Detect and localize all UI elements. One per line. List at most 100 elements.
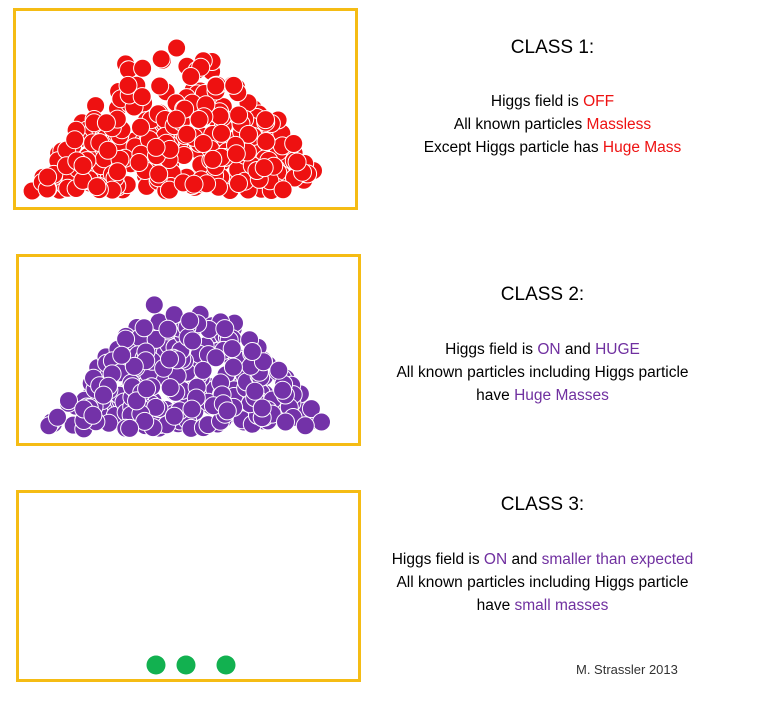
text-segment: and xyxy=(507,551,542,568)
class2-line-1: Higgs field is ON and HUGE xyxy=(370,338,715,361)
particle xyxy=(124,356,144,376)
particle xyxy=(112,345,132,365)
particle xyxy=(276,412,295,432)
class2-particle-pile xyxy=(39,295,331,439)
text-segment: Except Higgs particle has xyxy=(423,139,603,156)
particle xyxy=(129,153,149,172)
particle xyxy=(295,416,315,436)
particle xyxy=(287,152,307,172)
particle xyxy=(133,58,153,78)
particle xyxy=(120,418,140,438)
class3-particle-frame xyxy=(16,490,361,682)
class1-line-2: All known particles Massless xyxy=(380,113,725,136)
particle xyxy=(118,75,138,95)
class1-title: CLASS 1: xyxy=(510,37,595,58)
class2-title: CLASS 2: xyxy=(500,284,585,305)
author-credit: M. Strassler 2013 xyxy=(576,662,678,677)
particle xyxy=(83,405,103,425)
class1-line-1: Higgs field is OFF xyxy=(380,90,725,113)
particle xyxy=(256,132,276,151)
particle xyxy=(176,655,196,675)
particle xyxy=(38,167,58,187)
particle xyxy=(229,174,248,193)
text-segment: and xyxy=(560,341,596,358)
particle xyxy=(181,67,201,86)
particle xyxy=(193,360,213,380)
particle xyxy=(146,137,166,157)
particle xyxy=(203,149,223,169)
particle xyxy=(284,134,304,153)
particle xyxy=(149,164,169,184)
class1-particle-pile xyxy=(22,38,323,201)
particle xyxy=(312,412,331,432)
particle xyxy=(48,407,67,427)
particle xyxy=(254,158,274,178)
particle xyxy=(215,319,235,339)
particle xyxy=(167,38,187,58)
class3-description: CLASS 3: Higgs field is ON and smaller t… xyxy=(370,493,715,617)
particle xyxy=(144,295,164,315)
class3-line-2: All known particles including Higgs part… xyxy=(370,571,715,594)
particle xyxy=(98,140,118,160)
text-segment: HUGE xyxy=(595,341,640,358)
particle xyxy=(273,380,293,400)
class1-line-3: Except Higgs particle has Huge Mass xyxy=(380,136,725,159)
particle xyxy=(301,399,321,419)
particle xyxy=(151,49,171,69)
particle xyxy=(160,349,179,369)
class3-line-3: have small masses xyxy=(370,594,715,617)
particle xyxy=(183,331,203,351)
particle xyxy=(222,339,242,359)
class2-line-2: All known particles including Higgs part… xyxy=(370,361,715,384)
text-segment: All known particles xyxy=(453,116,587,133)
particle xyxy=(206,348,226,368)
particle xyxy=(146,655,166,675)
class2-description: CLASS 2: Higgs field is ON and HUGE All … xyxy=(370,283,715,407)
particle xyxy=(87,177,107,197)
particle xyxy=(252,398,272,418)
particle xyxy=(256,110,275,130)
text-segment: OFF xyxy=(583,93,615,110)
particle xyxy=(164,406,184,426)
particle xyxy=(160,378,180,398)
text-segment: Higgs field is xyxy=(391,551,484,568)
class3-particle-pile xyxy=(146,655,236,675)
text-segment: smaller than expected xyxy=(541,551,694,568)
text-segment: ON xyxy=(483,551,508,568)
particle xyxy=(224,75,244,95)
particle xyxy=(116,329,136,349)
particle xyxy=(134,318,154,338)
class3-title: CLASS 3: xyxy=(500,494,585,515)
particle xyxy=(108,162,127,182)
particle xyxy=(96,113,116,133)
particle xyxy=(226,144,246,164)
text-segment: All known particles including Higgs part… xyxy=(396,574,689,591)
particle xyxy=(131,117,150,137)
text-segment: All known particles including Higgs part… xyxy=(396,364,689,381)
text-segment: Huge Masses xyxy=(514,387,609,404)
particle xyxy=(184,174,204,194)
text-segment: Higgs field is xyxy=(490,93,584,110)
class2-particle-frame xyxy=(16,254,361,446)
text-segment: Massless xyxy=(586,116,652,133)
class3-line-1: Higgs field is ON and smaller than expec… xyxy=(370,548,715,571)
particle xyxy=(239,124,258,144)
particle xyxy=(206,76,226,96)
particle xyxy=(94,385,113,405)
text-segment: ON xyxy=(537,341,561,358)
particle xyxy=(229,105,249,125)
particle xyxy=(273,180,293,200)
particle xyxy=(216,655,236,675)
particle xyxy=(193,134,213,153)
class1-description: CLASS 1: Higgs field is OFF All known pa… xyxy=(380,36,725,159)
text-segment: small masses xyxy=(514,597,609,614)
text-segment: Huge Mass xyxy=(602,139,682,156)
text-segment: Higgs field is xyxy=(445,341,538,358)
text-segment: have xyxy=(476,597,515,614)
particle xyxy=(223,357,243,377)
particle xyxy=(132,87,152,107)
particle xyxy=(182,399,202,419)
text-segment: have xyxy=(476,387,515,404)
particle xyxy=(177,124,197,144)
class1-particle-frame xyxy=(13,8,358,210)
